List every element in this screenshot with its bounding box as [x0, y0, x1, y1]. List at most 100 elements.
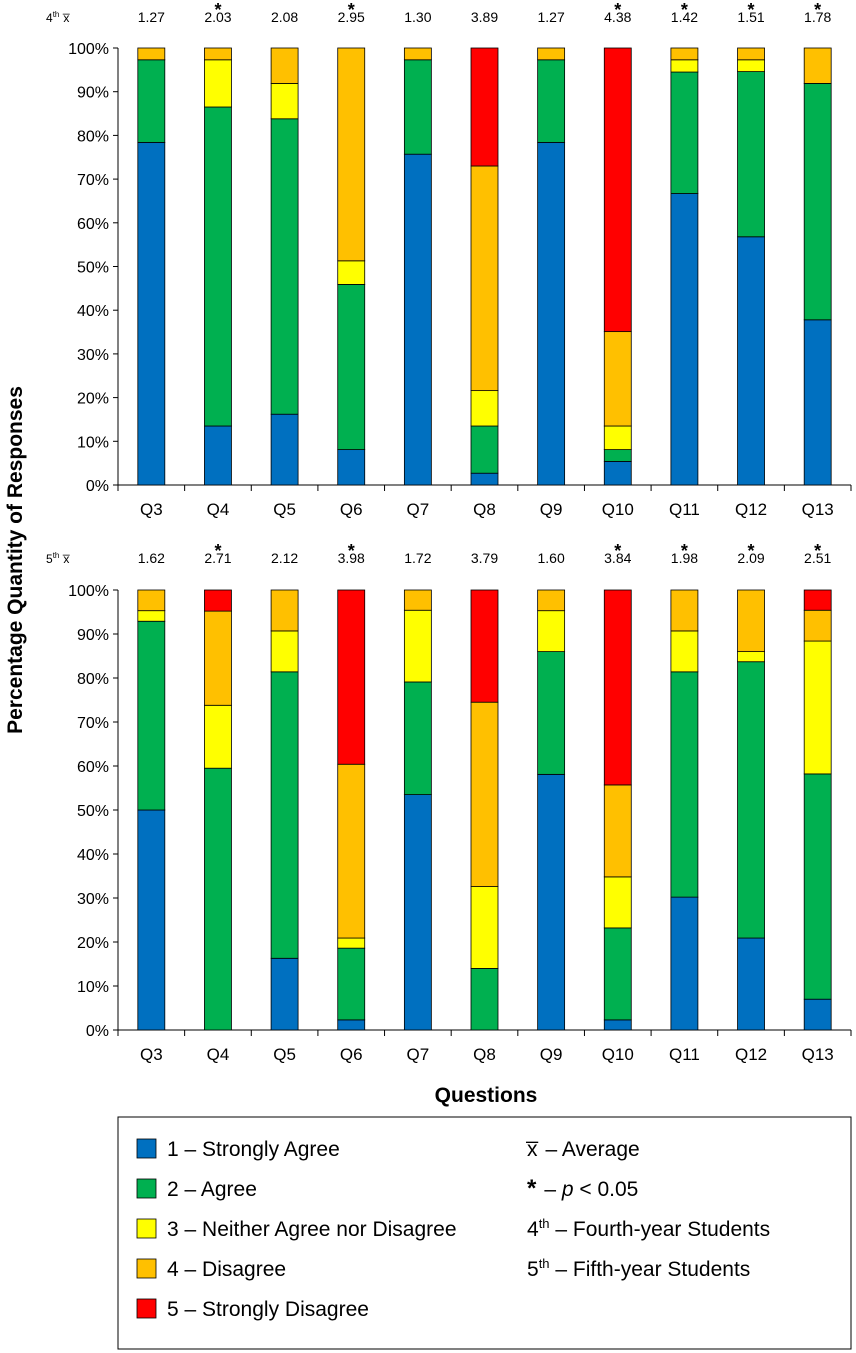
bar-segment-q8-level3	[470, 390, 499, 427]
mean-value-label: 2.08	[271, 9, 298, 25]
bar-segment-q10-level3	[603, 425, 632, 451]
legend-item-label: 1 – Strongly Agree	[167, 1138, 340, 1161]
bar-segment-q7-level4	[403, 47, 432, 61]
mean-value-label: 1.30	[404, 9, 431, 25]
bar-segment-q9-level4	[537, 47, 566, 61]
bar-segment-q4-level4	[204, 47, 232, 61]
y-tick-label: 20%	[77, 391, 109, 408]
bar-segment-q6-level2	[337, 284, 366, 451]
bar-segment-q12-level3	[737, 651, 765, 663]
x-tick-label: Q7	[407, 1045, 430, 1064]
mean-value-label: 2.51	[804, 550, 831, 566]
y-tick-label: 60%	[77, 216, 109, 233]
bar-segment-q13-level3	[803, 640, 832, 775]
bar-segment-q5-level3	[270, 82, 299, 120]
y-tick-label: 100%	[68, 583, 109, 600]
significance-star: *	[814, 541, 821, 561]
bar-segment-q12-level4	[737, 47, 765, 61]
bar-segment-q12-level1	[737, 937, 765, 1031]
bar-segment-q9-level2	[537, 651, 566, 775]
bar-segment-q10-level1	[603, 461, 632, 486]
bar-segment-q4-level3	[204, 704, 232, 769]
significance-star: *	[814, 0, 821, 20]
bar-segment-q13-level2	[803, 82, 832, 321]
x-tick-label: Q4	[207, 500, 230, 519]
bar-segment-q10-level2	[603, 927, 632, 1021]
bar-segment-q6-level3	[337, 937, 366, 949]
legend-note: * – p < 0.05	[527, 1175, 638, 1202]
bar-segment-q7-level3	[403, 609, 432, 683]
bar-segment-q5-level4	[270, 589, 299, 632]
legend-swatch-level5	[136, 1298, 157, 1319]
x-tick-label: Q3	[140, 1045, 163, 1064]
mean-value-label: 2.71	[204, 550, 231, 566]
bar-segment-q10-level2	[603, 449, 632, 462]
y-tick-label: 20%	[77, 935, 109, 952]
x-tick-label: Q10	[602, 1045, 634, 1064]
bar-segment-q10-level5	[603, 589, 632, 786]
mean-value-label: 2.95	[338, 9, 365, 25]
y-tick-label: 10%	[77, 434, 109, 451]
bar-segment-q3-level4	[137, 589, 166, 612]
bar-segment-q11-level3	[670, 59, 699, 73]
bar-segment-q8-level2	[470, 968, 499, 1031]
y-tick-label: 30%	[77, 347, 109, 364]
bar-segment-q8-level4	[470, 701, 499, 887]
y-tick-label: 70%	[77, 715, 109, 732]
y-tick-label: 60%	[77, 759, 109, 776]
significance-star: *	[348, 541, 355, 561]
bar-segment-q6-level5	[337, 589, 366, 765]
bar-segment-q8-level5	[470, 589, 499, 703]
y-tick-label: 50%	[77, 260, 109, 277]
y-tick-label: 90%	[77, 627, 109, 644]
legend-swatch-level2	[136, 1178, 157, 1199]
bar-segment-q6-level4	[337, 763, 366, 939]
legend-item-label: 4 – Disagree	[167, 1258, 286, 1281]
significance-star: *	[214, 0, 221, 20]
mean-row-label: 4th x̅	[46, 10, 70, 25]
legend-swatch-level1	[136, 1138, 157, 1159]
bar-segment-q9-level3	[537, 610, 566, 652]
mean-value-label: 2.03	[204, 9, 231, 25]
bar-segment-q9-level4	[537, 589, 566, 612]
bar-segment-q5-level1	[270, 413, 299, 486]
bar-segment-q11-level3	[670, 630, 699, 673]
x-tick-label: Q10	[602, 500, 634, 519]
bar-segment-q8-level2	[470, 425, 499, 474]
bar-segment-q10-level1	[603, 1019, 632, 1031]
mean-row-label: 5th x̅	[46, 551, 70, 566]
y-tick-label: 40%	[77, 303, 109, 320]
chart-panel-5th: 0% 10% 20% 30% 40% 50% 60% 70% 80% 90% 100% 5th x̅ Q3…	[46, 541, 852, 1064]
x-tick-label: Q11	[669, 500, 700, 519]
legend-swatch-level4	[136, 1258, 157, 1279]
legend-swatch-level3	[136, 1218, 157, 1239]
bar-segment-q11-level1	[670, 896, 699, 1031]
bar-segment-q4-level5	[204, 589, 232, 612]
legend-item-label: 3 – Neither Agree nor Disagree	[167, 1218, 457, 1241]
bar-segment-q4-level1	[204, 425, 232, 486]
bar-segment-q3-level1	[137, 141, 166, 486]
bar-segment-q8-level5	[470, 47, 499, 167]
mean-value-label: 3.79	[471, 550, 498, 566]
bar-segment-q4-level4	[204, 610, 232, 706]
y-tick-label: 30%	[77, 891, 109, 908]
x-tick-label: Q5	[273, 500, 296, 519]
legend: 1 – Strongly Agree 2 – Agree 3 – Neither A…	[117, 1116, 852, 1350]
bar-segment-q8-level4	[470, 165, 499, 392]
mean-value-label: 1.98	[671, 550, 698, 566]
bar-segment-q7-level2	[403, 59, 432, 155]
mean-value-label: 1.27	[138, 9, 165, 25]
x-tick-label: Q13	[802, 1045, 834, 1064]
significance-star: *	[348, 0, 355, 20]
bar-segment-q10-level4	[603, 784, 632, 878]
y-tick-label: 10%	[77, 979, 109, 996]
bar-segment-q13-level4	[803, 609, 832, 642]
legend-note: 4th – Fourth-year Students	[527, 1216, 770, 1241]
legend-note: x̅ – Average	[525, 1138, 640, 1161]
bar-segment-q12-level3	[737, 59, 765, 72]
y-tick-label: 40%	[77, 847, 109, 864]
x-tick-label: Q8	[473, 1045, 496, 1064]
mean-value-label: 1.42	[671, 9, 698, 25]
bar-segment-q6-level1	[337, 1019, 366, 1031]
